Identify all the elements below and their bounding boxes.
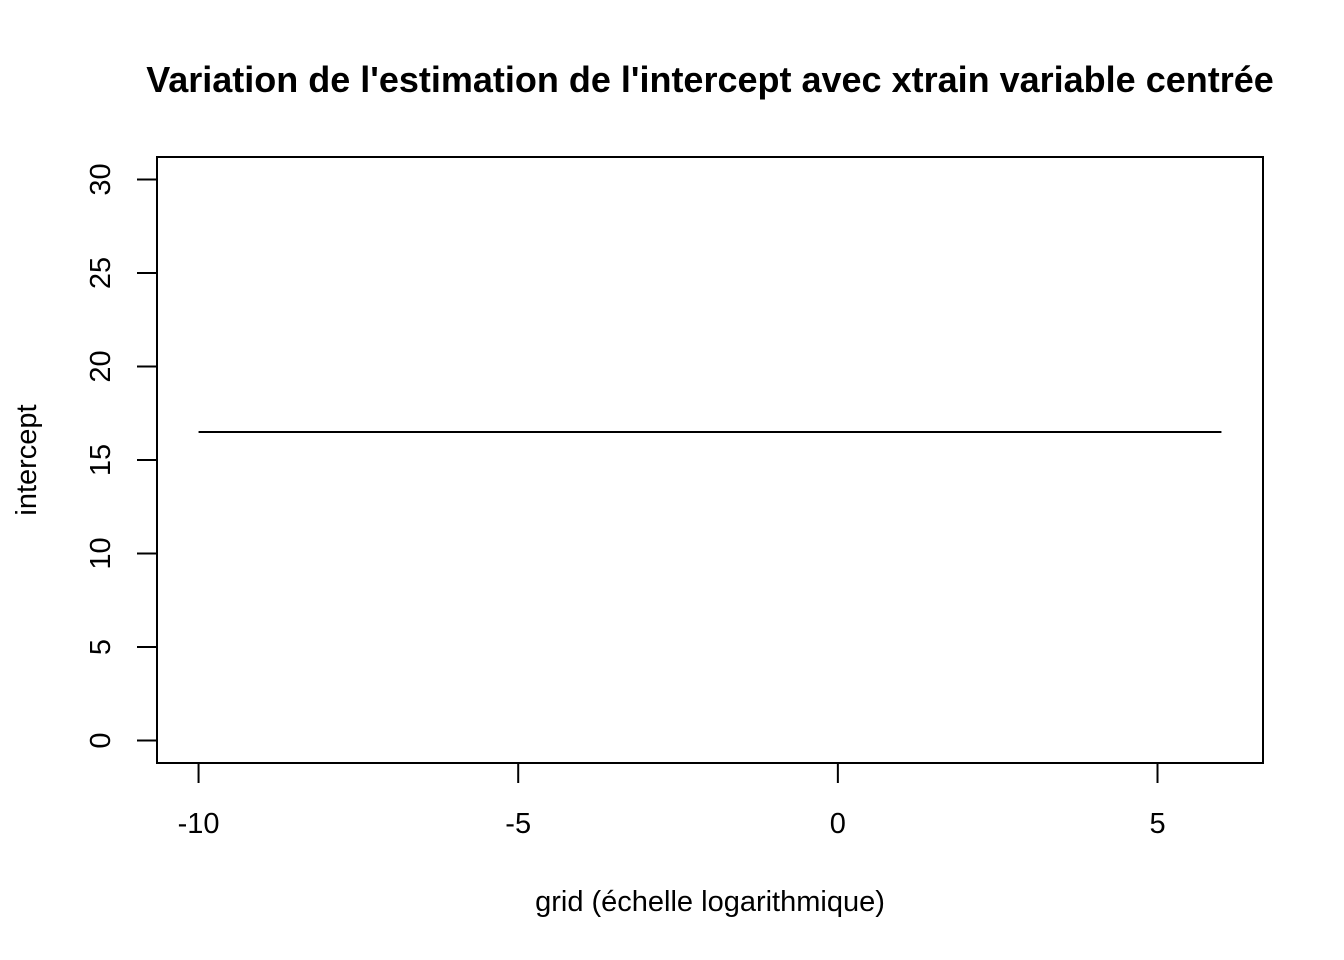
y-tick-label: 20 xyxy=(85,350,117,382)
x-tick-label: -10 xyxy=(178,808,220,840)
y-axis-label: intercept xyxy=(11,404,43,515)
chart-title: Variation de l'estimation de l'intercept… xyxy=(146,59,1274,100)
x-axis: -10 -5 0 5 xyxy=(178,762,1166,840)
x-tick-label: 5 xyxy=(1149,808,1165,840)
y-tick-label: 30 xyxy=(85,163,117,195)
y-axis: 0 5 10 15 20 25 30 xyxy=(85,163,158,749)
y-tick-label: 10 xyxy=(85,537,117,569)
plot-frame xyxy=(156,156,1264,764)
y-tick-label: 15 xyxy=(85,444,117,476)
y-tick-label: 0 xyxy=(85,732,117,748)
x-axis-label: grid (échelle logarithmique) xyxy=(535,886,885,918)
y-tick-label: 25 xyxy=(85,257,117,289)
x-tick-label: -5 xyxy=(505,808,531,840)
x-tick-label: 0 xyxy=(830,808,846,840)
y-tick-label: 5 xyxy=(85,639,117,655)
